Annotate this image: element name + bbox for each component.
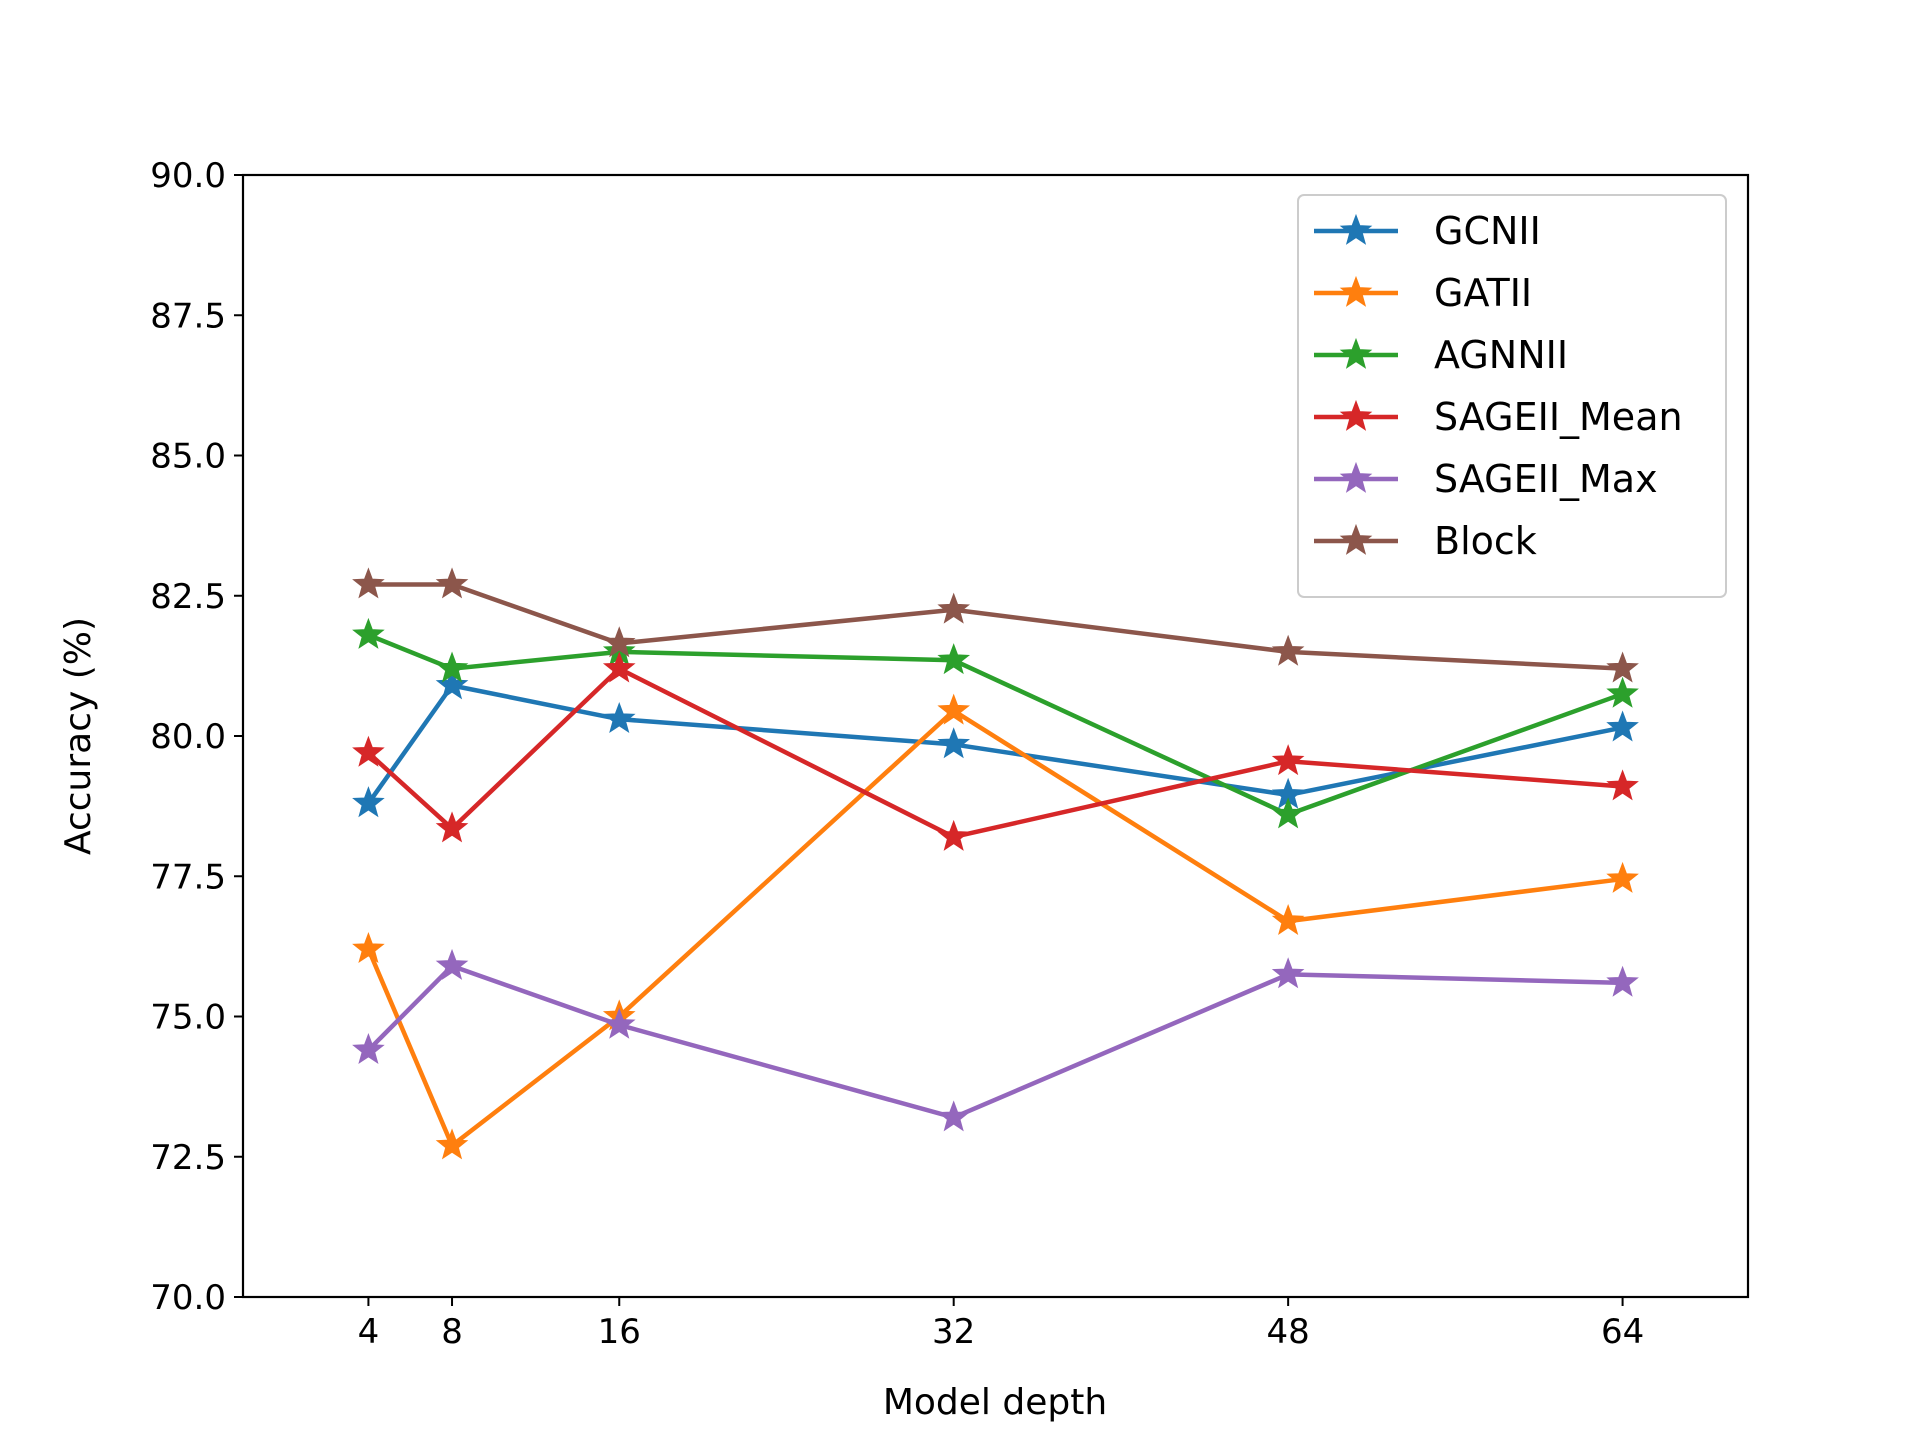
legend-label: SAGEII_Mean — [1434, 395, 1683, 439]
legend-label: GATII — [1434, 271, 1532, 315]
x-tick-label: 64 — [1601, 1312, 1644, 1352]
y-tick-label: 87.5 — [150, 296, 226, 336]
data-point-sageii-mean — [937, 819, 970, 851]
legend-item: SAGEII_Max — [1314, 457, 1658, 501]
data-point-block — [1271, 634, 1305, 666]
y-axis: 70.0 72.5 75.0 77.5 80.0 82.5 85.0 87.5 90.0 — [150, 156, 243, 1318]
data-point-agnnii — [937, 643, 970, 675]
y-tick-label: 77.5 — [150, 857, 226, 897]
data-point-sageii-mean — [602, 651, 636, 683]
series-layer — [352, 567, 1639, 1160]
data-point-agnnii — [352, 617, 385, 649]
series-gatii — [352, 693, 1639, 1160]
data-point-sageii-mean — [435, 811, 469, 843]
data-point-gcnii — [602, 702, 636, 734]
legend: GCNII GATII AGNNII SAGEII_Mean SAGEII_Max Blo… — [1297, 194, 1727, 598]
data-point-sageii-max — [602, 1007, 636, 1039]
legend-item: AGNNII — [1314, 333, 1568, 377]
data-point-agnnii — [1271, 797, 1305, 829]
y-tick-label: 90.0 — [150, 156, 226, 196]
legend-item: GCNII — [1314, 209, 1541, 253]
legend-swatch-marker — [1339, 275, 1373, 307]
data-point-block — [352, 567, 385, 599]
y-tick-label: 70.0 — [150, 1278, 226, 1318]
data-point-sageii-mean — [352, 735, 385, 767]
data-point-gcnii — [435, 668, 469, 700]
series-line-gatii — [366, 708, 1623, 1148]
y-tick-label: 75.0 — [150, 998, 226, 1038]
series-line-sageii-mean — [366, 666, 1623, 840]
legend-item: GATII — [1314, 271, 1532, 315]
x-tick-label: 8 — [441, 1312, 463, 1352]
legend-label: AGNNII — [1434, 333, 1568, 377]
legend-swatch-marker — [1339, 399, 1373, 431]
data-point-gatii — [1606, 861, 1639, 893]
x-tick-label: 4 — [358, 1312, 380, 1352]
data-point-agnnii — [435, 651, 469, 683]
legend-swatch-marker — [1339, 337, 1373, 369]
legend-item: SAGEII_Mean — [1314, 395, 1683, 439]
series-line-gcnii — [366, 683, 1624, 805]
data-point-sageii-max — [1271, 957, 1305, 989]
data-point-gcnii — [1606, 710, 1639, 742]
data-point-sageii-max — [435, 948, 469, 980]
legend-swatch-marker — [1339, 213, 1373, 245]
legend-label: SAGEII_Max — [1434, 457, 1658, 501]
y-tick-label: 80.0 — [150, 717, 226, 757]
legend-label: Block — [1434, 519, 1537, 563]
data-point-block — [602, 626, 636, 658]
y-tick-label: 72.5 — [150, 1138, 226, 1178]
data-point-sageii-mean — [1271, 744, 1305, 776]
data-point-block — [435, 567, 469, 599]
series-line-sageii-max — [366, 963, 1623, 1120]
data-point-sageii-max — [1606, 965, 1639, 997]
data-point-sageii-mean — [1606, 769, 1639, 801]
y-axis-label: Accuracy (%) — [58, 617, 99, 855]
x-tick-label: 32 — [932, 1312, 975, 1352]
y-tick-label: 82.5 — [150, 577, 226, 617]
x-tick-label: 16 — [598, 1312, 641, 1352]
legend-item: Block — [1314, 519, 1537, 563]
data-point-block — [1606, 651, 1639, 683]
legend-swatch-marker — [1339, 461, 1373, 493]
series-line-agnnii — [367, 632, 1624, 817]
data-point-sageii-max — [352, 1033, 385, 1065]
legend-box — [1297, 194, 1727, 598]
data-point-gatii — [937, 693, 970, 725]
data-point-gatii — [352, 932, 385, 964]
series-line-block — [368, 582, 1623, 671]
x-axis: 4 8 16 32 48 64 — [358, 1297, 1644, 1352]
x-axis-label: Model depth — [883, 1382, 1107, 1423]
data-point-gcnii — [937, 727, 970, 759]
series-gcnii — [352, 668, 1639, 818]
legend-swatch-marker — [1339, 523, 1373, 555]
data-point-gcnii — [352, 786, 385, 818]
series-block — [352, 567, 1639, 683]
legend-label: GCNII — [1434, 209, 1541, 253]
data-point-gatii — [435, 1128, 469, 1160]
data-point-gatii — [1271, 903, 1305, 936]
y-tick-label: 85.0 — [150, 437, 226, 477]
data-point-agnnii — [1606, 676, 1639, 708]
x-tick-label: 48 — [1267, 1312, 1310, 1352]
series-sageii-max — [352, 948, 1639, 1132]
series-agnnii — [352, 617, 1639, 829]
series-sageii-mean — [352, 651, 1639, 851]
data-point-block — [937, 592, 970, 624]
data-point-sageii-max — [937, 1100, 970, 1132]
